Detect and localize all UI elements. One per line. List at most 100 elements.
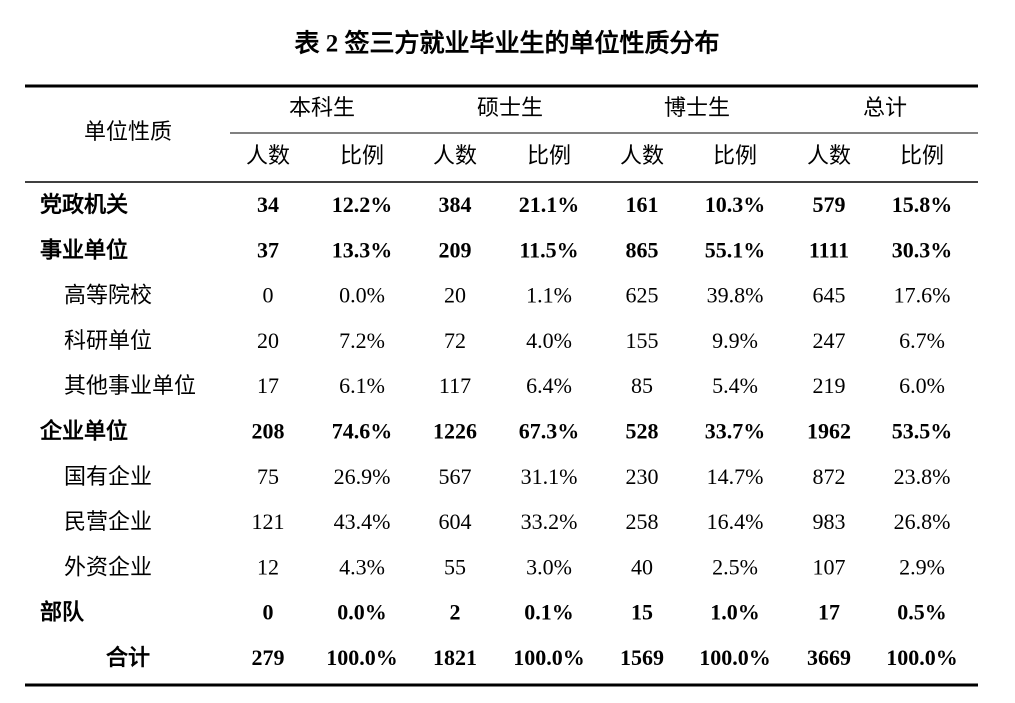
cell: 384 bbox=[439, 192, 472, 217]
row-label: 党政机关 bbox=[40, 192, 128, 217]
sub-header: 人数 bbox=[246, 143, 290, 168]
cell: 4.0% bbox=[526, 328, 572, 353]
cell: 33.2% bbox=[521, 509, 578, 534]
cell: 0.5% bbox=[897, 600, 947, 625]
cell: 40 bbox=[631, 554, 653, 579]
cell: 579 bbox=[813, 192, 846, 217]
sub-header: 比例 bbox=[527, 143, 571, 168]
cell: 6.1% bbox=[339, 373, 385, 398]
cell: 55 bbox=[444, 554, 466, 579]
cell: 1226 bbox=[433, 419, 477, 444]
row-label: 科研单位 bbox=[64, 328, 152, 353]
cell: 53.5% bbox=[892, 419, 953, 444]
cell: 55.1% bbox=[705, 237, 766, 262]
cell: 1569 bbox=[620, 645, 664, 670]
cell: 230 bbox=[626, 464, 659, 489]
cell: 567 bbox=[439, 464, 472, 489]
cell: 1962 bbox=[807, 419, 851, 444]
cell: 6.7% bbox=[899, 328, 945, 353]
group-header: 博士生 bbox=[664, 95, 730, 120]
cell: 34 bbox=[257, 192, 279, 217]
cell: 9.9% bbox=[712, 328, 758, 353]
cell: 100.0% bbox=[326, 645, 398, 670]
cell: 528 bbox=[626, 419, 659, 444]
cell: 155 bbox=[626, 328, 659, 353]
sub-header: 比例 bbox=[713, 143, 757, 168]
row-label: 部队 bbox=[40, 600, 85, 625]
cell: 209 bbox=[439, 237, 472, 262]
row-label: 事业单位 bbox=[40, 237, 128, 262]
cell: 26.8% bbox=[894, 509, 951, 534]
cell: 75 bbox=[257, 464, 279, 489]
cell: 100.0% bbox=[886, 645, 958, 670]
group-header: 总计 bbox=[863, 95, 907, 120]
cell: 1.1% bbox=[526, 283, 572, 308]
cell: 2.5% bbox=[712, 554, 758, 579]
row-label: 高等院校 bbox=[64, 283, 152, 308]
cell: 0.0% bbox=[337, 600, 387, 625]
sub-header: 人数 bbox=[620, 143, 664, 168]
cell: 3.0% bbox=[526, 554, 572, 579]
cell: 2 bbox=[450, 600, 461, 625]
cell: 258 bbox=[626, 509, 659, 534]
cell: 17.6% bbox=[894, 283, 951, 308]
cell: 0 bbox=[263, 283, 274, 308]
cell: 1.0% bbox=[710, 600, 760, 625]
row-label: 民营企业 bbox=[64, 509, 152, 534]
cell: 0.1% bbox=[524, 600, 574, 625]
cell: 1821 bbox=[433, 645, 477, 670]
group-header: 硕士生 bbox=[477, 95, 543, 120]
sub-header: 比例 bbox=[900, 143, 944, 168]
sub-header: 人数 bbox=[807, 143, 851, 168]
cell: 279 bbox=[252, 645, 285, 670]
cell: 107 bbox=[813, 554, 846, 579]
cell: 247 bbox=[813, 328, 846, 353]
cell: 21.1% bbox=[519, 192, 580, 217]
sub-header: 人数 bbox=[433, 143, 477, 168]
cell: 0.0% bbox=[339, 283, 385, 308]
cell: 15 bbox=[631, 600, 653, 625]
group-header: 本科生 bbox=[289, 95, 355, 120]
cell: 604 bbox=[439, 509, 472, 534]
cell: 1111 bbox=[809, 237, 849, 262]
cell: 0 bbox=[263, 600, 274, 625]
cell: 39.8% bbox=[707, 283, 764, 308]
cell: 100.0% bbox=[513, 645, 585, 670]
cell: 33.7% bbox=[705, 419, 766, 444]
cell: 16.4% bbox=[707, 509, 764, 534]
cell: 15.8% bbox=[892, 192, 953, 217]
cell: 872 bbox=[813, 464, 846, 489]
cell: 117 bbox=[439, 373, 471, 398]
cell: 17 bbox=[818, 600, 840, 625]
cell: 14.7% bbox=[707, 464, 764, 489]
cell: 3669 bbox=[807, 645, 851, 670]
cell: 865 bbox=[626, 237, 659, 262]
table-title: 表 2 签三方就业毕业生的单位性质分布 bbox=[294, 29, 719, 58]
cell: 12.2% bbox=[332, 192, 393, 217]
cell: 12 bbox=[257, 554, 279, 579]
cell: 74.6% bbox=[332, 419, 393, 444]
cell: 625 bbox=[626, 283, 659, 308]
cell: 13.3% bbox=[332, 237, 393, 262]
cell: 67.3% bbox=[519, 419, 580, 444]
row-label: 企业单位 bbox=[39, 419, 128, 444]
cell: 85 bbox=[631, 373, 653, 398]
cell: 20 bbox=[257, 328, 279, 353]
cell: 11.5% bbox=[519, 237, 578, 262]
row-header: 单位性质 bbox=[84, 119, 172, 144]
row-label: 其他事业单位 bbox=[64, 373, 196, 398]
cell: 121 bbox=[252, 509, 285, 534]
cell: 6.0% bbox=[899, 373, 945, 398]
cell: 161 bbox=[626, 192, 659, 217]
cell: 23.8% bbox=[894, 464, 951, 489]
cell: 100.0% bbox=[699, 645, 771, 670]
cell: 17 bbox=[257, 373, 279, 398]
cell: 4.3% bbox=[339, 554, 385, 579]
cell: 72 bbox=[444, 328, 466, 353]
cell: 7.2% bbox=[339, 328, 385, 353]
sub-header: 比例 bbox=[340, 143, 384, 168]
cell: 645 bbox=[813, 283, 846, 308]
